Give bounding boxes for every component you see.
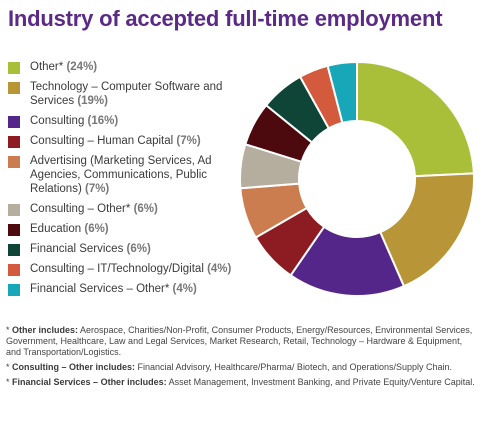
legend-label: Financial Services – Other*	[30, 283, 170, 295]
legend-label: Consulting	[30, 115, 85, 127]
legend-item: Technology – Computer Software and Servi…	[8, 80, 233, 108]
legend-entry: Consulting (16%)	[30, 114, 118, 128]
legend-label: Technology – Computer Software and Servi…	[30, 81, 223, 107]
footnote-label: Financial Services – Other includes:	[12, 377, 167, 387]
legend-item: Advertising (Marketing Services, Ad Agen…	[8, 154, 233, 196]
legend-swatch	[8, 244, 20, 256]
legend-item: Financial Services – Other* (4%)	[8, 282, 233, 296]
footnote-text: Aerospace, Charities/Non-Profit, Consume…	[6, 325, 473, 357]
footnote: * Other includes: Aerospace, Charities/N…	[6, 325, 476, 358]
footnote-marker: *	[6, 325, 13, 335]
donut-chart	[239, 60, 475, 297]
legend-percent: (4%)	[172, 283, 197, 295]
legend-label: Education	[30, 223, 82, 235]
legend-percent: (7%)	[84, 183, 110, 195]
chart-title: Industry of accepted full-time employmen…	[8, 6, 443, 31]
legend-percent: (6%)	[133, 203, 158, 215]
legend-swatch	[8, 82, 20, 94]
legend-entry: Consulting – Other* (6%)	[30, 202, 158, 216]
legend-swatch	[8, 156, 20, 168]
legend-swatch	[8, 204, 20, 216]
footnote-marker: *	[6, 377, 13, 387]
legend-percent: (6%)	[84, 223, 109, 235]
legend-item: Consulting – Other* (6%)	[8, 202, 233, 216]
legend-percent: (7%)	[176, 135, 201, 147]
footnote-label: Other includes:	[12, 325, 79, 335]
legend-swatch	[8, 116, 20, 128]
legend-label: Financial Services	[30, 243, 124, 255]
legend-label: Consulting – Other*	[30, 203, 131, 215]
legend-entry: Technology – Computer Software and Servi…	[30, 80, 233, 108]
footnote-text: Asset Management, Investment Banking, an…	[166, 377, 475, 387]
legend-swatch	[8, 62, 20, 74]
footnote-text: Financial Advisory, Healthcare/Pharma/ B…	[135, 362, 453, 372]
legend-item: Other* (24%)	[8, 60, 233, 74]
legend-item: Education (6%)	[8, 222, 233, 236]
footnote-marker: *	[6, 362, 13, 372]
legend-percent: (6%)	[126, 243, 151, 255]
legend-item: Consulting (16%)	[8, 114, 233, 128]
pie-slice	[326, 60, 358, 125]
legend-entry: Other* (24%)	[30, 60, 97, 74]
legend-entry: Financial Services – Other* (4%)	[30, 282, 197, 296]
pie-slice	[356, 60, 475, 178]
legend-item: Consulting – Human Capital (7%)	[8, 134, 233, 148]
legend-swatch	[8, 284, 20, 296]
legend-entry: Financial Services (6%)	[30, 242, 151, 256]
legend-entry: Consulting – Human Capital (7%)	[30, 134, 201, 148]
legend-swatch	[8, 224, 20, 236]
legend-percent: (19%)	[77, 95, 108, 107]
legend-percent: (24%)	[66, 61, 98, 73]
legend-label: Consulting – Human Capital	[30, 135, 174, 147]
footnote: * Consulting – Other includes: Financial…	[6, 362, 476, 373]
legend: Other* (24%) Technology – Computer Softwa…	[8, 60, 233, 302]
legend-item: Financial Services (6%)	[8, 242, 233, 256]
legend-entry: Advertising (Marketing Services, Ad Agen…	[30, 154, 233, 196]
legend-swatch	[8, 136, 20, 148]
legend-swatch	[8, 264, 20, 276]
legend-entry: Education (6%)	[30, 222, 109, 236]
legend-percent: (16%)	[87, 115, 119, 127]
legend-percent: (4%)	[207, 263, 232, 275]
legend-label: Consulting – IT/Technology/Digital	[30, 263, 204, 275]
legend-label: Other*	[30, 61, 64, 73]
footnotes: * Other includes: Aerospace, Charities/N…	[6, 325, 476, 392]
legend-item: Consulting – IT/Technology/Digital (4%)	[8, 262, 233, 276]
footnote-label: Consulting – Other includes:	[12, 362, 136, 372]
legend-label: Advertising (Marketing Services, Ad Agen…	[30, 155, 212, 195]
footnote: * Financial Services – Other includes: A…	[6, 377, 476, 388]
legend-entry: Consulting – IT/Technology/Digital (4%)	[30, 262, 231, 276]
